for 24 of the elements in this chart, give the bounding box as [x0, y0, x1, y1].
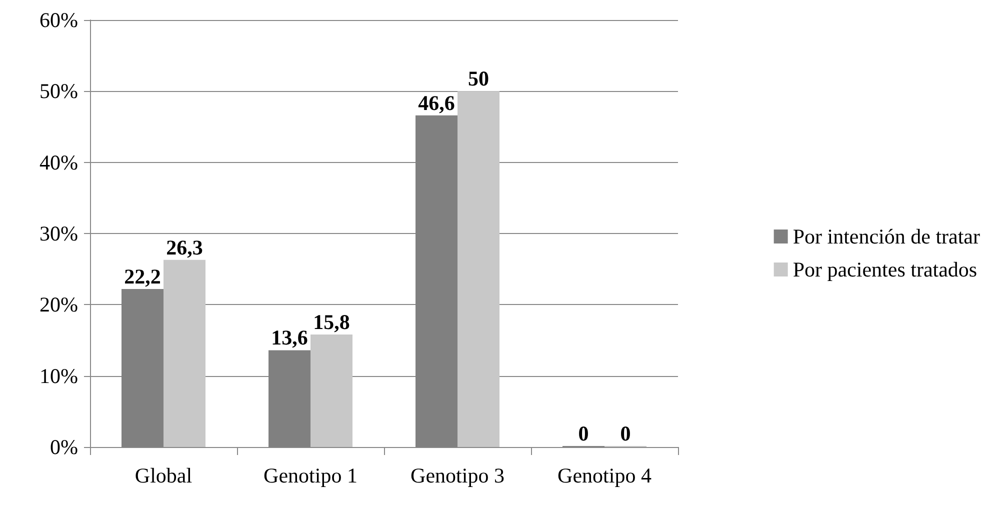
data-label: 22,2	[124, 264, 161, 289]
legend-label: Por pacientes tratados	[792, 258, 978, 282]
y-tick-label: 60%	[40, 8, 78, 32]
data-label: 15,8	[313, 310, 350, 334]
data-label: 0	[620, 422, 631, 446]
data-label: 13,6	[271, 326, 308, 350]
y-tick-label: 20%	[40, 292, 78, 317]
x-tick-label: Genotipo 4	[558, 464, 652, 488]
y-tick-label: 50%	[40, 79, 78, 104]
y-tick-label: 30%	[40, 222, 78, 246]
bar	[458, 91, 500, 447]
data-label: 50	[468, 66, 489, 91]
data-label: 0	[578, 422, 589, 446]
y-tick-label: 40%	[40, 150, 78, 174]
data-label: 46,6	[418, 90, 455, 115]
legend-label: Por intención de tratar	[792, 224, 980, 248]
bar	[310, 334, 352, 447]
bar	[164, 260, 206, 447]
x-tick-label: Genotipo 3	[410, 464, 504, 488]
data-label: 26,3	[166, 235, 203, 260]
x-tick-label: Global	[134, 464, 192, 488]
y-tick-label: 10%	[40, 364, 78, 388]
y-tick-label: 0%	[50, 435, 78, 459]
x-tick-label: Genotipo 1	[264, 464, 358, 488]
